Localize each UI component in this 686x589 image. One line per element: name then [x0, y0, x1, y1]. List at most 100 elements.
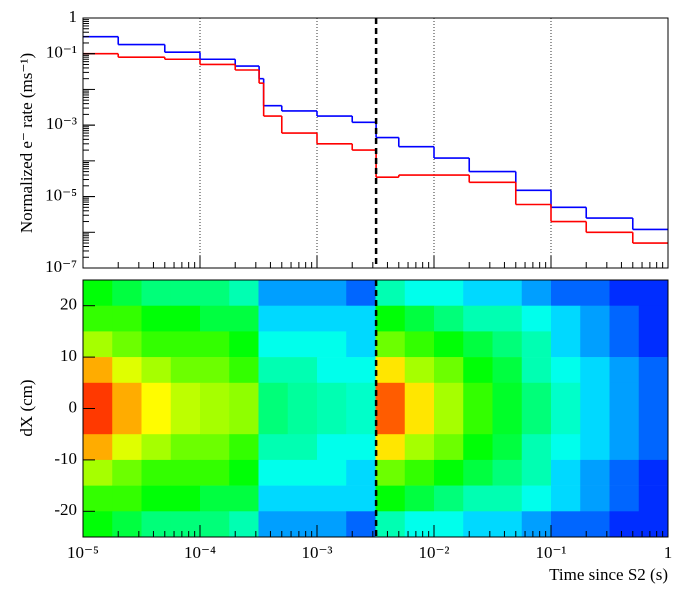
heat-cell [521, 408, 552, 435]
heat-cell [404, 511, 435, 538]
heat-cell [463, 280, 493, 306]
heat-cell [83, 357, 113, 384]
heat-cell [170, 382, 201, 409]
y-tick-label: 20 [60, 295, 77, 314]
y-tick-label: -10 [54, 449, 77, 468]
heat-cell [287, 459, 318, 486]
heat-cell [580, 459, 610, 486]
heat-cell [346, 485, 376, 512]
heat-cell [141, 408, 172, 435]
heat-cell [551, 280, 581, 306]
heat-cell [141, 280, 172, 306]
heat-cell [375, 305, 406, 332]
heat-cell [83, 485, 113, 512]
heat-cell [317, 408, 347, 435]
heat-cell [346, 357, 376, 384]
heat-cell [521, 331, 552, 358]
heat-cell [580, 280, 610, 306]
heat-cell [434, 434, 464, 461]
heat-cell [346, 511, 376, 538]
heat-cell [638, 511, 669, 538]
heat-cell [580, 485, 610, 512]
heat-cell [229, 382, 259, 409]
heat-cell [551, 331, 581, 358]
heat-cell [404, 485, 435, 512]
x-tick-label: 10⁻² [418, 543, 449, 562]
heat-cell [434, 331, 464, 358]
heat-cell [492, 485, 523, 512]
heat-cell [609, 280, 640, 306]
heat-cell [83, 305, 113, 332]
heat-cell [229, 408, 259, 435]
heat-cell [287, 485, 318, 512]
heat-cell [551, 357, 581, 384]
heat-cell [112, 331, 142, 358]
heat-cell [317, 280, 347, 306]
heat-cell [141, 382, 172, 409]
heat-cell [346, 331, 376, 358]
heat-cell [463, 511, 493, 538]
heat-cell [434, 511, 464, 538]
heat-cell [317, 511, 347, 538]
heat-cell [580, 305, 610, 332]
heat-cell [141, 357, 172, 384]
heat-cell [200, 485, 230, 512]
heat-cell [317, 382, 347, 409]
heat-cell [258, 434, 289, 461]
heat-cell [200, 357, 230, 384]
heat-cell [112, 434, 142, 461]
heat-cell [580, 357, 610, 384]
heat-cell [580, 511, 610, 538]
heat-cell [580, 408, 610, 435]
heat-cell [551, 408, 581, 435]
heat-cell [229, 459, 259, 486]
heat-cell [404, 305, 435, 332]
y-tick-label: 10⁻⁵ [45, 185, 77, 204]
heat-cell [463, 434, 493, 461]
heat-cell [112, 485, 142, 512]
heat-cell [200, 331, 230, 358]
heat-cell [638, 485, 669, 512]
heat-cell [200, 305, 230, 332]
heat-cell [375, 511, 406, 538]
heat-cell [638, 305, 669, 332]
heat-cell [463, 485, 493, 512]
heat-cell [609, 382, 640, 409]
heat-cell [287, 434, 318, 461]
heat-cell [492, 357, 523, 384]
heat-cell [492, 280, 523, 306]
heat-cell [141, 434, 172, 461]
y-tick-label: 10 [60, 346, 77, 365]
heat-cell [229, 485, 259, 512]
heat-cell [229, 357, 259, 384]
heat-cell [404, 331, 435, 358]
heat-cell [551, 382, 581, 409]
heat-cell [492, 434, 523, 461]
heat-cell [141, 485, 172, 512]
heat-cell [492, 408, 523, 435]
heat-cell [375, 280, 406, 306]
heat-cell [141, 305, 172, 332]
heat-cell [200, 459, 230, 486]
heat-cell [609, 408, 640, 435]
heat-cell [287, 305, 318, 332]
heat-cell [521, 280, 552, 306]
heat-cell [170, 434, 201, 461]
x-tick-label: 10⁻⁴ [184, 543, 216, 562]
heat-cell [492, 382, 523, 409]
heat-cell [141, 331, 172, 358]
heat-cell [375, 382, 406, 409]
heat-cell [287, 280, 318, 306]
x-tick-label: 1 [664, 543, 673, 562]
heat-cell [434, 357, 464, 384]
heat-cell [638, 434, 669, 461]
heat-cell [258, 305, 289, 332]
y-axis-label: dX (cm) [17, 379, 36, 436]
heat-cell [258, 511, 289, 538]
y-axis-label: Normalized e⁻ rate (ms⁻¹) [17, 53, 36, 233]
heat-cell [463, 357, 493, 384]
plot-frame [82, 17, 669, 269]
heat-cell [580, 434, 610, 461]
heat-cell [200, 408, 230, 435]
